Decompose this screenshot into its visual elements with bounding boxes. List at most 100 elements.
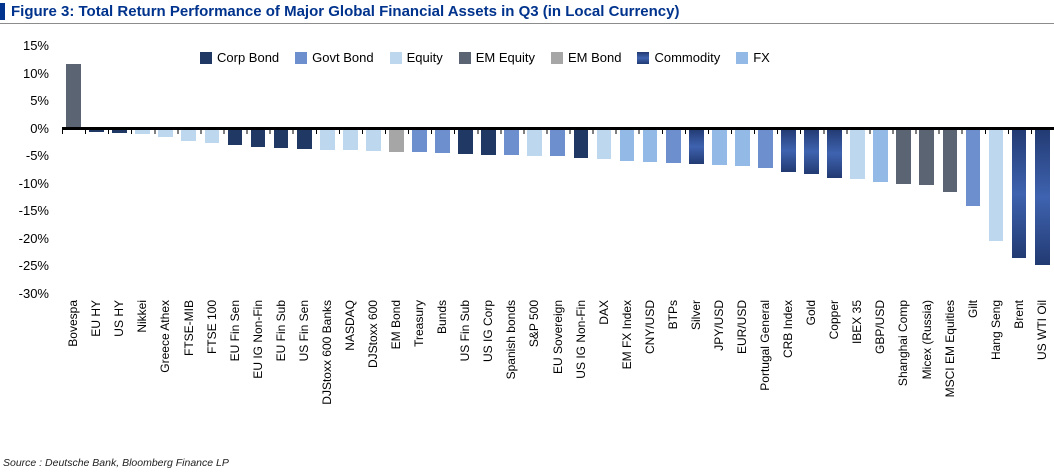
bar-slot-eu-hy: EU HY [85, 46, 108, 446]
legend-swatch-em_bond [550, 51, 563, 64]
bar-slot-treasury: Treasury [408, 46, 431, 446]
x-label-wrap: US Fin Sub [454, 300, 477, 446]
bar-gbp-usd [873, 128, 889, 182]
bar-slot-us-fin-sub: US Fin Sub [454, 46, 477, 446]
legend-swatch-fx [736, 51, 749, 64]
bar-em-fx-index [619, 128, 635, 161]
bar-eu-sovereign [550, 128, 566, 157]
bar-slot-eu-fin-sen: EU Fin Sen [223, 46, 246, 446]
x-label-wrap: US IG Non-Fin [569, 300, 592, 446]
y-tick-label: -25% [18, 258, 49, 274]
x-label-shanghai-comp: Shanghai Comp [896, 300, 911, 387]
x-label-eu-sovereign: EU Sovereign [550, 300, 565, 375]
x-label-wrap: Micex (Russia) [915, 300, 938, 446]
legend-label: Govt Bond [312, 50, 374, 65]
x-label-ibex-35: IBEX 35 [850, 300, 865, 345]
x-label-btps: BTPs [665, 300, 680, 330]
bar-slot-eur-usd: EUR/USD [731, 46, 754, 446]
x-label-wrap: Brent [1008, 300, 1031, 446]
bar-micex-russia [919, 128, 935, 186]
bar-slot-nikkei: Nikkei [131, 46, 154, 446]
x-label-us-ig-non-fin: US IG Non-Fin [573, 300, 588, 379]
bar-slot-spanish-bonds: Spanish bonds [500, 46, 523, 446]
x-label-wrap: US HY [108, 300, 131, 446]
x-label-wrap: BTPs [662, 300, 685, 446]
bar-slot-ftse-mib: FTSE-MIB [177, 46, 200, 446]
x-label-us-fin-sen: US Fin Sen [296, 300, 311, 362]
x-label-wrap: Greece Athex [154, 300, 177, 446]
x-label-msci-em-equities: MSCI EM Equities [942, 300, 957, 398]
x-label-wrap: Portugal General [754, 300, 777, 446]
x-label-wrap: EM Bond [385, 300, 408, 446]
bar-slot-ftse-100: FTSE 100 [200, 46, 223, 446]
legend-label: Commodity [654, 50, 721, 65]
x-label-wrap: Treasury [408, 300, 431, 446]
bar-brent [1011, 128, 1027, 258]
x-label-eu-ig-non-fin: EU IG Non-Fin [250, 300, 265, 379]
x-label-eur-usd: EUR/USD [735, 300, 750, 355]
y-tick-label: -10% [18, 175, 49, 191]
bar-slot-jpy-usd: JPY/USD [708, 46, 731, 446]
x-label-crb-index: CRB Index [781, 300, 796, 359]
bar-portugal-general [758, 128, 773, 168]
x-label-bunds: Bunds [435, 300, 450, 335]
x-label-wrap: EM FX Index [616, 300, 639, 446]
bar-msci-em-equities [942, 128, 958, 193]
x-label-wrap: CRB Index [777, 300, 800, 446]
legend-swatch-govt [295, 51, 308, 64]
y-axis: 15% 10% 5% 0% -5% -10% -15% -20% -25% -30% [0, 38, 56, 301]
x-label-bovespa: Bovespa [66, 300, 81, 347]
x-label-wrap: Hang Seng [985, 300, 1008, 446]
bar-slot-eu-ig-non-fin: EU IG Non-Fin [247, 46, 270, 446]
x-label-s-p-500: S&P 500 [527, 300, 542, 348]
figure-header: Figure 3: Total Return Performance of Ma… [0, 0, 1054, 24]
y-tick-label: 10% [22, 65, 49, 81]
legend-item-corp: Corp Bond [200, 50, 279, 65]
x-label-wrap: Silver [685, 300, 708, 446]
x-label-ftse-100: FTSE 100 [204, 300, 219, 355]
x-label-copper: Copper [827, 300, 842, 340]
bar-slot-portugal-general: Portugal General [754, 46, 777, 446]
bar-jpy-usd [711, 128, 727, 166]
x-label-nasdaq: NASDAQ [342, 300, 357, 351]
x-label-us-ig-corp: US IG Corp [481, 300, 496, 363]
legend-swatch-em_equity [458, 51, 471, 64]
bar-us-fin-sub [458, 128, 473, 154]
bar-nasdaq [342, 128, 358, 151]
bar-slot-copper: Copper [823, 46, 846, 446]
bar-slot-micex-russia: Micex (Russia) [915, 46, 938, 446]
bar-us-ig-non-fin [573, 128, 589, 159]
bar-treasury [412, 128, 427, 153]
bar-slot-nasdaq: NASDAQ [339, 46, 362, 446]
x-label-gold: Gold [804, 300, 819, 326]
x-label-djstoxx-600: DJStoxx 600 [366, 300, 381, 369]
y-tick-label: 0% [30, 120, 49, 136]
bar-slot-crb-index: CRB Index [777, 46, 800, 446]
x-label-eu-fin-sub: EU Fin Sub [273, 300, 288, 362]
bar-slot-em-bond: EM Bond [385, 46, 408, 446]
x-label-wrap: NASDAQ [339, 300, 362, 446]
bar-slot-shanghai-comp: Shanghai Comp [892, 46, 915, 446]
x-label-wrap: Gilt [961, 300, 984, 446]
legend-item-em_bond: EM Bond [550, 50, 621, 65]
bars: Bovespa EU HY US HY Nikkei Greece Athex FTSE-… [62, 46, 1054, 446]
legend-label: Corp Bond [217, 50, 280, 65]
legend-item-govt: Govt Bond [295, 50, 374, 65]
x-label-wrap: EU Sovereign [546, 300, 569, 446]
x-label-brent: Brent [1011, 300, 1026, 329]
bar-slot-brent: Brent [1008, 46, 1031, 446]
x-label-wrap: S&P 500 [523, 300, 546, 446]
x-label-jpy-usd: JPY/USD [711, 300, 726, 351]
bar-slot-silver: Silver [685, 46, 708, 446]
bar-spanish-bonds [504, 128, 520, 156]
bar-crb-index [781, 128, 796, 173]
x-label-gilt: Gilt [965, 300, 980, 318]
x-label-wrap: DJStoxx 600 [362, 300, 385, 446]
bar-slot-eu-sovereign: EU Sovereign [546, 46, 569, 446]
plot-area: Corp Bond Govt Bond Equity EM Equity EM Bond… [62, 46, 1054, 446]
x-label-wrap: Copper [823, 300, 846, 446]
x-label-wrap: US IG Corp [477, 300, 500, 446]
legend-swatch-corp [200, 51, 212, 64]
bar-s-p-500 [527, 128, 543, 156]
bar-slot-us-hy: US HY [108, 46, 131, 446]
